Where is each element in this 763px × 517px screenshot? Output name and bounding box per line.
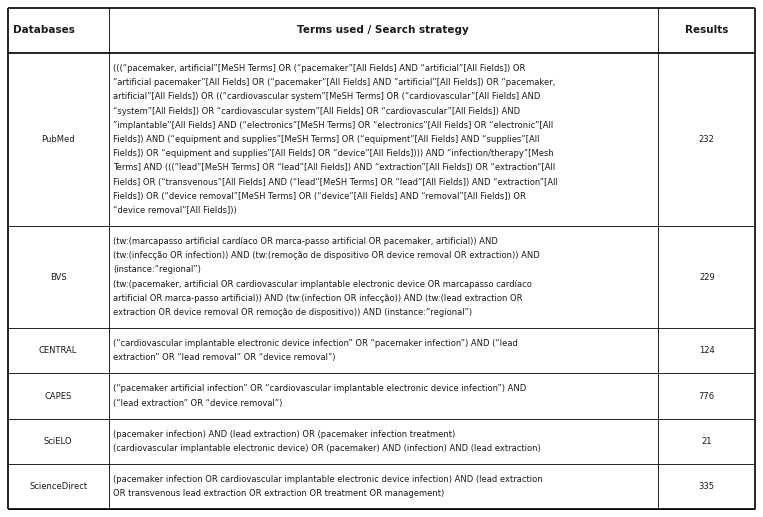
Text: (“cardiovascular implantable electronic device infection” OR “pacemaker infectio: (“cardiovascular implantable electronic …	[113, 339, 518, 348]
Text: (cardiovascular implantable electronic device) OR (pacemaker) AND (infection) AN: (cardiovascular implantable electronic d…	[113, 444, 541, 453]
Text: CENTRAL: CENTRAL	[39, 346, 77, 355]
Text: “device removal”[All Fields])): “device removal”[All Fields]))	[113, 206, 237, 215]
Text: (pacemaker infection OR cardiovascular implantable electronic device infection) : (pacemaker infection OR cardiovascular i…	[113, 475, 542, 484]
Text: (((“pacemaker, artificial”[MeSH Terms] OR (“pacemaker”[All Fields] AND “artifici: (((“pacemaker, artificial”[MeSH Terms] O…	[113, 64, 526, 73]
Text: Databases: Databases	[13, 25, 75, 35]
Text: (“lead extraction” OR “device removal”): (“lead extraction” OR “device removal”)	[113, 399, 282, 407]
Text: CAPES: CAPES	[44, 391, 72, 401]
Text: BVS: BVS	[50, 272, 66, 282]
Text: SciELO: SciELO	[43, 437, 72, 446]
Text: 124: 124	[699, 346, 715, 355]
Text: (tw:(marcapasso artificial cardíaco OR marca-passo artificial OR pacemaker, arti: (tw:(marcapasso artificial cardíaco OR m…	[113, 237, 498, 246]
Text: Fields]) OR “equipment and supplies”[All Fields] OR “device”[All Fields]))) AND : Fields]) OR “equipment and supplies”[All…	[113, 149, 554, 158]
Text: ”artificial pacemaker”[All Fields] OR (“pacemaker”[All Fields] AND ”artificial”[: ”artificial pacemaker”[All Fields] OR (“…	[113, 78, 555, 87]
Text: ScienceDirect: ScienceDirect	[29, 482, 87, 491]
Text: 229: 229	[699, 272, 715, 282]
Text: (tw:(pacemaker, artificial OR cardiovascular implantable electronic device OR ma: (tw:(pacemaker, artificial OR cardiovasc…	[113, 280, 532, 288]
Text: (pacemaker infection) AND (lead extraction) OR (pacemaker infection treatment): (pacemaker infection) AND (lead extracti…	[113, 430, 456, 439]
Text: (instance:”regional”): (instance:”regional”)	[113, 265, 201, 275]
Text: 335: 335	[699, 482, 715, 491]
Text: Fields] OR (“transvenous”[All Fields] AND (“lead”[MeSH Terms] OR “lead”[All Fiel: Fields] OR (“transvenous”[All Fields] AN…	[113, 177, 558, 187]
Text: 776: 776	[699, 391, 715, 401]
Text: (“pacemaker artificial infection” OR “cardiovascular implantable electronic devi: (“pacemaker artificial infection” OR “ca…	[113, 385, 526, 393]
Text: “system”[All Fields]) OR “cardiovascular system”[All Fields] OR “cardiovascular”: “system”[All Fields]) OR “cardiovascular…	[113, 107, 520, 116]
Text: Results: Results	[685, 25, 729, 35]
Text: 21: 21	[701, 437, 712, 446]
Text: Fields]) AND (“equipment and supplies”[MeSH Terms] OR (“equipment”[All Fields] A: Fields]) AND (“equipment and supplies”[M…	[113, 135, 539, 144]
Text: Terms] AND (((“lead”[MeSH Terms] OR “lead”[All Fields]) AND “extraction”[All Fie: Terms] AND (((“lead”[MeSH Terms] OR “lea…	[113, 163, 555, 172]
Text: artificial OR marca-passo artificial)) AND (tw:(infection OR infecção)) AND (tw:: artificial OR marca-passo artificial)) A…	[113, 294, 523, 303]
Text: extraction” OR “lead removal” OR “device removal”): extraction” OR “lead removal” OR “device…	[113, 353, 336, 362]
Text: (tw:(infecção OR infection)) AND (tw:(remoção de dispositivo OR device removal O: (tw:(infecção OR infection)) AND (tw:(re…	[113, 251, 540, 260]
Text: extraction OR device removal OR remoção de dispositivo)) AND (instance:”regional: extraction OR device removal OR remoção …	[113, 308, 472, 317]
Text: PubMed: PubMed	[41, 135, 75, 144]
Text: Terms used / Search strategy: Terms used / Search strategy	[298, 25, 469, 35]
Text: 232: 232	[699, 135, 715, 144]
Text: Fields]) OR (“device removal”[MeSH Terms] OR (“device”[All Fields] AND “removal”: Fields]) OR (“device removal”[MeSH Terms…	[113, 192, 526, 201]
Text: OR transvenous lead extraction OR extraction OR treatment OR management): OR transvenous lead extraction OR extrac…	[113, 489, 444, 498]
Text: ”implantable”[All Fields] AND (“electronics”[MeSH Terms] OR “electronics”[All Fi: ”implantable”[All Fields] AND (“electron…	[113, 121, 553, 130]
Text: artificial”[All Fields]) OR ((“cardiovascular system”[MeSH Terms] OR (“cardiovas: artificial”[All Fields]) OR ((“cardiovas…	[113, 93, 540, 101]
